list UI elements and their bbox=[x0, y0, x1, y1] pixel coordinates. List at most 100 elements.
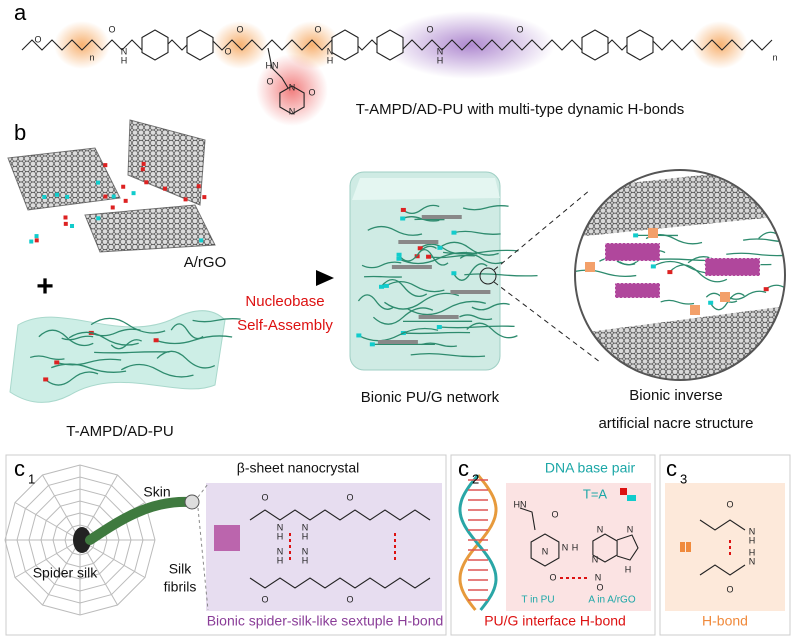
dot bbox=[199, 238, 204, 243]
carbamate bbox=[699, 519, 746, 531]
web-ring bbox=[16, 476, 144, 604]
chains bbox=[29, 317, 241, 386]
chain bbox=[427, 254, 475, 259]
dot bbox=[202, 195, 207, 200]
ring bbox=[376, 29, 404, 61]
panel-label: c bbox=[666, 456, 677, 481]
backbone bbox=[249, 577, 431, 589]
dot bbox=[451, 271, 457, 276]
atom-label: N bbox=[627, 524, 634, 534]
dot bbox=[140, 167, 145, 172]
chain bbox=[765, 284, 785, 295]
dot bbox=[54, 192, 59, 197]
chain bbox=[466, 322, 518, 339]
atom-label: N bbox=[749, 526, 756, 536]
caption: T-AMPD/AD-PU with multi-type dynamic H-b… bbox=[356, 101, 684, 118]
chain bbox=[51, 363, 127, 373]
strand bbox=[458, 474, 498, 611]
atom-label: O bbox=[261, 594, 268, 604]
panel-label: a bbox=[14, 0, 27, 25]
atom-label: N bbox=[542, 546, 549, 556]
dot bbox=[356, 333, 362, 338]
atom-label: N bbox=[597, 524, 604, 534]
chain bbox=[419, 243, 468, 255]
dot bbox=[34, 238, 39, 243]
chain bbox=[453, 230, 501, 235]
zoom-line bbox=[197, 507, 209, 611]
nacre-label: artificial nacre structure bbox=[598, 415, 753, 432]
atom-label: H bbox=[327, 55, 334, 65]
atom-label: O bbox=[551, 509, 558, 519]
chain bbox=[384, 292, 460, 310]
fibrils-label: fibrils bbox=[164, 579, 197, 595]
graphene-label: A/rGO bbox=[184, 254, 227, 271]
graphene-edge bbox=[377, 340, 418, 344]
ring bbox=[530, 533, 560, 567]
atom-label: O bbox=[261, 492, 268, 502]
chain bbox=[438, 325, 515, 329]
graphene bbox=[8, 148, 120, 210]
atom-label: H bbox=[437, 55, 444, 65]
dot bbox=[121, 184, 126, 189]
icon bbox=[680, 542, 685, 552]
panel-subscript: 1 bbox=[28, 471, 35, 486]
atom-label: N bbox=[437, 46, 444, 56]
dot bbox=[183, 197, 188, 202]
hbond bbox=[648, 228, 658, 238]
atom-label: H bbox=[121, 55, 128, 65]
atom-label: N bbox=[592, 554, 599, 564]
dot bbox=[436, 325, 442, 330]
chain bbox=[402, 204, 440, 215]
dot bbox=[34, 234, 39, 239]
atom-label: O bbox=[549, 572, 556, 582]
chain bbox=[462, 205, 509, 211]
web-line bbox=[14, 539, 81, 578]
arrow-head bbox=[316, 270, 334, 286]
dot bbox=[379, 284, 385, 289]
chain bbox=[709, 292, 745, 311]
glow bbox=[256, 54, 328, 126]
atom-label: O bbox=[726, 499, 733, 509]
panel-label: b bbox=[14, 120, 26, 145]
glow bbox=[385, 11, 555, 79]
network-label: Bionic PU/G network bbox=[361, 389, 500, 406]
chain bbox=[192, 318, 241, 323]
fibrils-label: Silk bbox=[169, 561, 193, 577]
chain bbox=[421, 342, 457, 348]
graphene-edge bbox=[450, 290, 491, 294]
chain bbox=[402, 331, 471, 335]
crystal bbox=[704, 257, 761, 277]
dot bbox=[141, 161, 146, 166]
chain bbox=[464, 273, 538, 277]
dot bbox=[153, 338, 159, 343]
chain bbox=[439, 241, 499, 256]
atom-label: O bbox=[224, 46, 231, 56]
chain bbox=[385, 280, 445, 293]
chain bbox=[398, 251, 478, 265]
caption: H-bond bbox=[702, 613, 748, 629]
pair-icon bbox=[620, 488, 627, 495]
atom-label: H bbox=[277, 555, 284, 565]
panel-subscript: 2 bbox=[472, 471, 479, 486]
glow bbox=[212, 21, 268, 69]
atom-label: H bbox=[749, 547, 756, 557]
atom-label: O bbox=[266, 76, 273, 86]
dot bbox=[43, 377, 49, 382]
caption: Bionic spider-silk-like sextuple H-bond bbox=[207, 613, 444, 629]
atom-label: N bbox=[749, 556, 756, 566]
crystal-box bbox=[206, 483, 442, 611]
dot bbox=[63, 221, 68, 226]
atom-label: O bbox=[236, 24, 243, 34]
skin-label: Skin bbox=[143, 484, 170, 500]
polymer-gel bbox=[9, 310, 226, 403]
atom-label: H bbox=[302, 531, 309, 541]
chain bbox=[459, 253, 503, 265]
a-label: A in A/rGO bbox=[588, 595, 635, 606]
chain bbox=[94, 351, 170, 354]
chains bbox=[356, 204, 538, 358]
atom-label: N bbox=[302, 522, 309, 532]
